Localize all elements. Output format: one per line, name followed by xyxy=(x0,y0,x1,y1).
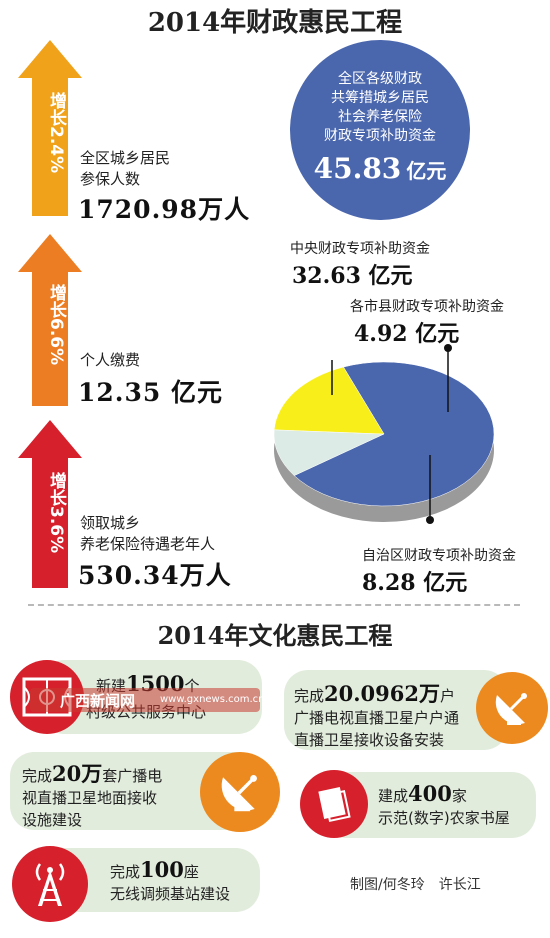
pie-value-autonomous: 8.28 亿元 xyxy=(362,570,468,596)
fund-total-value: 45.83 xyxy=(313,152,402,185)
leader-dot-county xyxy=(444,344,452,352)
culture-4-line1: 建成400家 xyxy=(378,782,467,808)
culture-2-num: 20.0962万 xyxy=(324,681,440,706)
fund-line-1: 全区各级财政 xyxy=(338,71,422,87)
culture-item-satellite-households xyxy=(284,670,508,750)
culture-3-line3: 设施建设 xyxy=(22,811,83,829)
culture-3-suffix: 套广播电 xyxy=(102,767,163,785)
watermark-banner: 广西新闻网 www.gxnews.com.cn xyxy=(30,688,265,712)
pie-value-county: 4.92 亿元 xyxy=(354,321,460,347)
culture-4-num: 400 xyxy=(408,781,452,806)
label-1-line1: 全区城乡居民 xyxy=(80,149,171,167)
satellite-dish-icon xyxy=(200,752,280,832)
culture-5-line1: 完成100座 xyxy=(110,858,199,884)
growth-text-1: 增长2.4% xyxy=(46,92,66,174)
culture-5-line2: 无线调频基站建设 xyxy=(110,885,231,903)
radio-tower-icon xyxy=(12,846,88,922)
culture-3-num: 20万 xyxy=(52,761,103,786)
culture-2-line3: 直播卫星接收设备安装 xyxy=(294,731,445,749)
section-divider xyxy=(28,604,520,606)
label-3-line2: 养老保险待遇老年人 xyxy=(80,535,216,553)
culture-2-line1: 完成20.0962万户 xyxy=(294,682,455,708)
pie-value-central: 32.63 亿元 xyxy=(292,263,413,289)
value-1: 1720.98万人 xyxy=(78,195,251,224)
culture-3-line2: 视直播卫星地面接收 xyxy=(22,789,158,807)
credit-line: 制图/何冬玲 许长江 xyxy=(350,877,481,893)
culture-4-line2: 示范(数字)农家书屋 xyxy=(378,809,510,827)
bottom-title: 2014年文化惠民工程 xyxy=(157,621,393,650)
top-title: 2014年财政惠民工程 xyxy=(147,8,403,38)
growth-text-2: 增长6.6% xyxy=(46,284,66,366)
satellite-dish-icon xyxy=(476,672,548,744)
label-2-line1: 个人缴费 xyxy=(80,351,141,369)
leader-dot-autonomous xyxy=(426,516,434,524)
culture-5-prefix: 完成 xyxy=(110,863,141,881)
culture-5-suffix: 座 xyxy=(183,863,199,881)
label-1-line2: 参保人数 xyxy=(80,170,141,188)
pie-label-central: 中央财政专项补助资金 xyxy=(290,241,430,257)
culture-3-line1: 完成20万套广播电 xyxy=(22,762,162,788)
pie-slice-central xyxy=(293,361,495,507)
pie-slice-autonomous xyxy=(273,366,385,435)
label-3-line1: 领取城乡 xyxy=(80,514,141,532)
value-2: 12.35 亿元 xyxy=(78,378,223,407)
pie-slice-county xyxy=(273,429,385,476)
culture-3-prefix: 完成 xyxy=(22,767,53,785)
total-fund-circle: 全区各级财政 共筹措城乡居民 社会养老保险 财政专项补助资金 45.83 亿元 xyxy=(290,40,470,220)
fund-line-3: 社会养老保险 xyxy=(338,109,422,125)
culture-2-suffix: 户 xyxy=(440,687,456,705)
book-icon xyxy=(300,770,368,838)
culture-4-suffix: 家 xyxy=(451,787,467,805)
growth-arrow-3: 增长3.6% xyxy=(18,420,82,588)
culture-5-num: 100 xyxy=(140,857,184,882)
pie-label-autonomous: 自治区财政专项补助资金 xyxy=(362,548,516,564)
growth-arrow-2: 增长6.6% xyxy=(18,234,82,406)
funding-pie-chart xyxy=(273,344,495,524)
value-3: 530.34万人 xyxy=(78,561,232,590)
growth-arrow-1: 增长2.4% xyxy=(18,40,82,216)
fund-line-4: 财政专项补助资金 xyxy=(324,128,436,144)
culture-2-line2: 广播电视直播卫星户户通 xyxy=(294,709,460,727)
culture-2-prefix: 完成 xyxy=(294,687,325,705)
watermark-site: 广西新闻网 xyxy=(60,692,136,710)
fund-total-unit: 亿元 xyxy=(406,159,447,183)
culture-4-prefix: 建成 xyxy=(378,787,409,805)
fund-line-2: 共筹措城乡居民 xyxy=(331,90,429,106)
pie-label-county: 各市县财政专项补助资金 xyxy=(350,299,504,315)
growth-text-3: 增长3.6% xyxy=(46,472,66,554)
watermark-url: www.gxnews.com.cn xyxy=(160,694,265,705)
